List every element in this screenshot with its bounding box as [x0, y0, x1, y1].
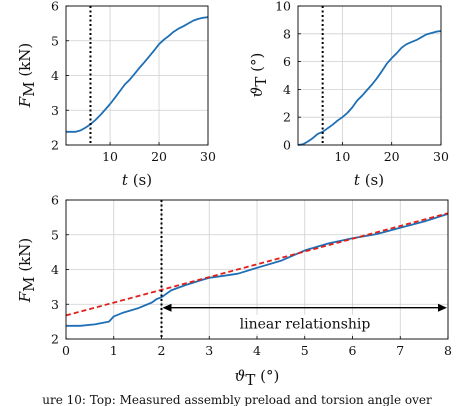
panel-angle-vs-time: 10 20 30 0 2 4 6 8 10 t (s) ϑT (°)	[248, 0, 449, 189]
y-axis-label: FM (kN)	[16, 43, 38, 108]
y-axis-label-var: F	[16, 96, 34, 108]
x-axis-label-unit: (s)	[360, 171, 384, 189]
y-axis-label-subscript: M	[20, 276, 38, 291]
y-tick-label: 5	[51, 227, 59, 242]
x-tick-label: 3	[205, 343, 213, 358]
x-axis-label-var: t	[122, 171, 129, 189]
panel-force-vs-angle: 0 1 2 3 4 5 6 7 8 2 3 4 5 6 linear relationship ϑT (°) F…	[16, 193, 452, 390]
plot-frame	[65, 5, 209, 146]
y-tick-label: 0	[283, 138, 291, 153]
y-tick-label: 2	[51, 332, 59, 347]
x-tick-label: 30	[433, 149, 449, 164]
figure-caption: ure 10: Top: Measured assembly preload a…	[42, 393, 432, 406]
y-tick-label: 4	[283, 82, 291, 97]
y-tick-label: 6	[51, 0, 59, 14]
x-tick-label: 7	[396, 343, 404, 358]
x-tick-label: 30	[200, 149, 216, 164]
y-axis-label-unit: (kN)	[16, 43, 34, 82]
measured-series-line	[297, 30, 442, 146]
y-tick-label: 4	[51, 68, 59, 83]
y-tick-label: 10	[275, 0, 291, 14]
annotation-label: linear relationship	[240, 317, 371, 333]
y-axis-label-subscript: T	[252, 77, 270, 87]
arrow-head-left	[162, 303, 172, 312]
x-tick-label: 1	[110, 343, 118, 358]
y-axis-label-subscript: M	[20, 81, 38, 96]
y-tick-label: 3	[51, 297, 59, 312]
y-tick-label: 2	[51, 138, 59, 153]
x-axis-label-subscript: T	[245, 371, 255, 389]
y-axis-label-var: ϑ	[248, 86, 266, 97]
x-tick-label: 10	[102, 149, 118, 164]
x-tick-label: 8	[444, 343, 452, 358]
x-tick-label: 4	[253, 343, 261, 358]
y-tick-label: 6	[51, 193, 59, 208]
x-axis-label: t (s)	[122, 171, 152, 189]
y-axis-label-var: F	[16, 291, 34, 303]
x-tick-label: 6	[349, 343, 357, 358]
plot-frame	[65, 199, 449, 340]
y-tick-label: 8	[283, 26, 291, 41]
x-axis-label: t (s)	[354, 171, 384, 189]
x-tick-label: 10	[334, 149, 350, 164]
y-axis-label-unit: (°)	[248, 53, 266, 77]
x-axis-label-var: t	[354, 171, 361, 189]
arrow-head-right	[438, 303, 447, 312]
x-axis-label-unit: (°)	[255, 367, 279, 385]
x-axis-label-unit: (s)	[128, 171, 152, 189]
y-axis-label: ϑT (°)	[248, 53, 270, 98]
x-tick-label: 5	[301, 343, 309, 358]
x-axis-label-var: ϑ	[235, 367, 246, 385]
y-axis-label: FM (kN)	[16, 238, 38, 303]
x-axis-label: ϑT (°)	[235, 367, 280, 389]
x-tick-label: 2	[158, 343, 166, 358]
measured-series-line	[66, 16, 209, 133]
x-tick-label: 20	[384, 149, 400, 164]
y-tick-label: 2	[283, 110, 291, 125]
y-tick-label: 6	[283, 54, 291, 69]
panel-force-vs-time: 10 20 30 2 3 4 5 6 t (s) FM (kN)	[16, 0, 216, 189]
y-tick-label: 4	[51, 262, 59, 277]
x-tick-label: 20	[151, 149, 167, 164]
linear-fit-line	[65, 212, 449, 317]
y-axis-label-unit: (kN)	[16, 238, 34, 277]
y-tick-label: 5	[51, 33, 59, 48]
y-tick-label: 3	[51, 103, 59, 118]
annotation-background	[226, 314, 384, 334]
x-tick-label: 0	[62, 343, 70, 358]
plot-frame	[297, 5, 442, 146]
